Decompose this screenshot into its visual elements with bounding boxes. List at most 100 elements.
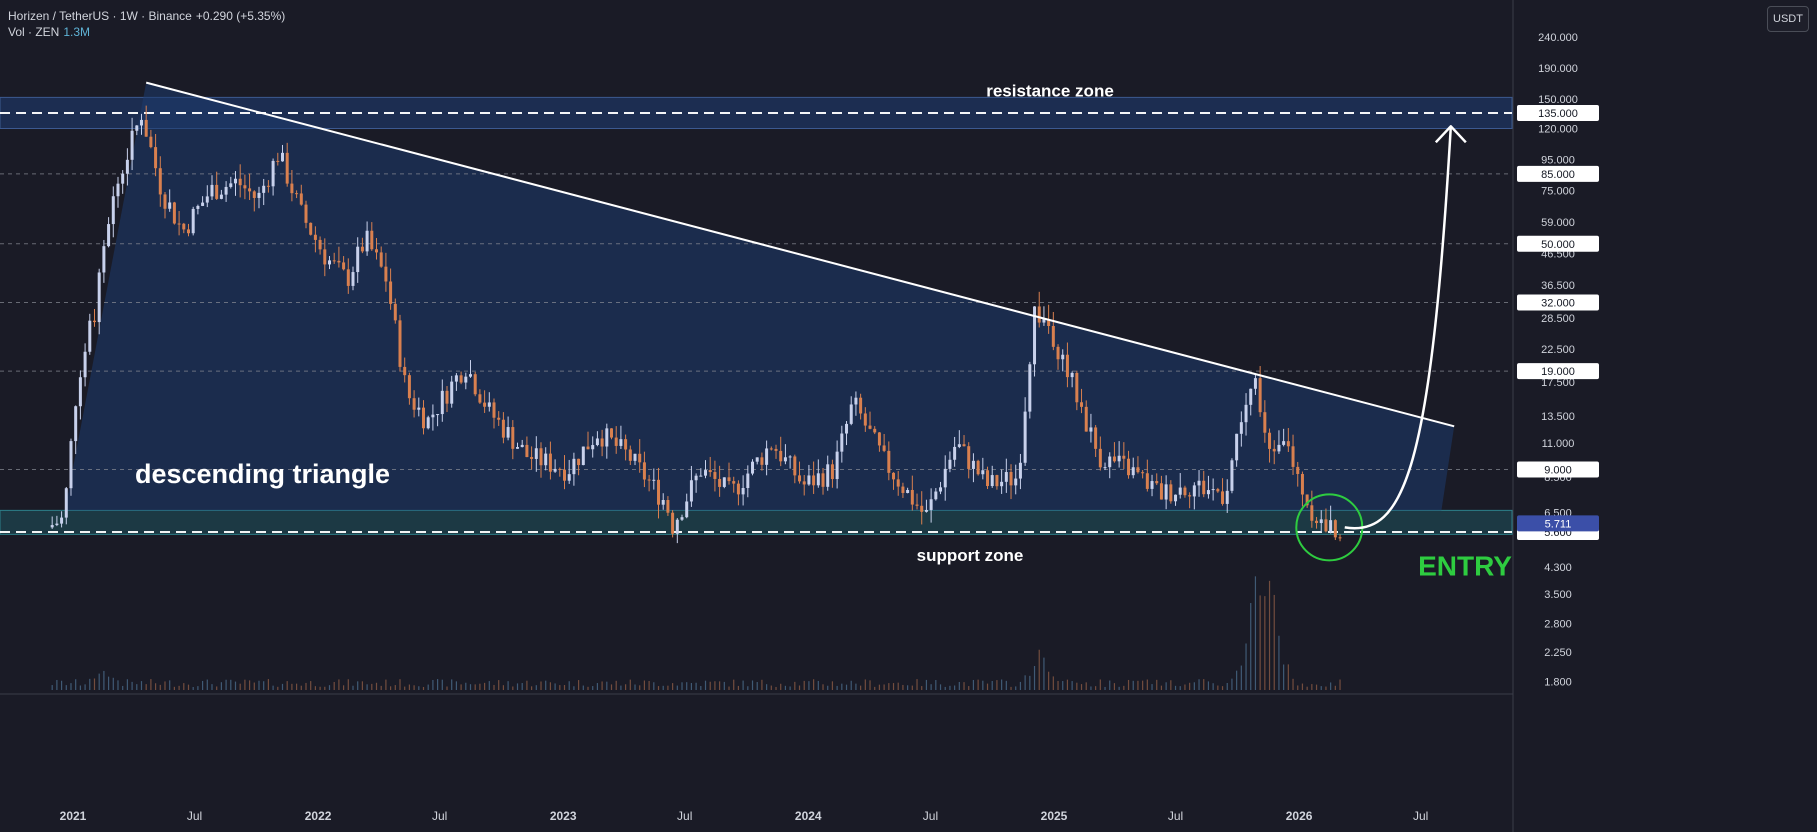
candle-body-172 — [859, 397, 863, 414]
time-tick-label: Jul — [677, 809, 692, 823]
candle-body-230 — [1131, 467, 1135, 476]
descending-trendline — [145, 81, 1455, 428]
price-tick-label: 22.500 — [1541, 344, 1575, 356]
price-tick-label: 120.000 — [1538, 124, 1578, 136]
candle-body-14 — [116, 183, 120, 197]
candle-body-38 — [229, 183, 233, 187]
candle-body-125 — [638, 453, 642, 463]
candle-body-219 — [1080, 402, 1084, 407]
candle-body-220 — [1084, 406, 1088, 432]
candle-body-34 — [210, 184, 214, 197]
candle-body-31 — [196, 205, 200, 209]
candle-body-161 — [807, 475, 811, 485]
candle-body-39 — [233, 178, 237, 184]
candle-body-99 — [516, 447, 520, 449]
candle-body-88 — [464, 376, 468, 383]
candle-body-187 — [929, 499, 933, 510]
candle-body-165 — [826, 464, 830, 487]
candle-body-40 — [238, 178, 242, 186]
candle-body-271 — [1324, 519, 1328, 532]
candle-body-259 — [1268, 432, 1272, 449]
candle-body-225 — [1108, 456, 1112, 468]
candle-body-147 — [741, 488, 745, 495]
price-tick-label: 36.500 — [1541, 280, 1575, 292]
candle-body-115 — [591, 445, 595, 450]
price-tick-label: 4.300 — [1544, 562, 1572, 574]
candle-body-131 — [666, 499, 670, 513]
candle-body-175 — [873, 428, 877, 433]
candle-body-254 — [1244, 404, 1248, 423]
candle-body-235 — [1155, 481, 1159, 484]
candle-body-236 — [1159, 483, 1163, 500]
candle-body-237 — [1164, 484, 1168, 500]
price-tick-label: 3.500 — [1544, 589, 1572, 601]
candle-body-133 — [675, 519, 679, 534]
candle-body-43 — [252, 191, 256, 198]
candle-body-146 — [736, 483, 740, 495]
candle-body-151 — [760, 457, 764, 465]
candle-body-201 — [995, 475, 999, 487]
volume-layer — [51, 576, 1341, 690]
candle-body-167 — [835, 451, 839, 480]
candle-body-112 — [577, 458, 581, 466]
level-price-box — [1517, 235, 1599, 252]
volume-label[interactable]: Vol · ZEN — [8, 25, 60, 39]
candle-body-55 — [309, 222, 313, 235]
candle-body-184 — [915, 504, 919, 506]
candle-body-139 — [704, 470, 708, 476]
candle-body-213 — [1051, 326, 1055, 347]
price-tick-label: 2.800 — [1544, 618, 1572, 630]
price-tick-label: 17.500 — [1541, 377, 1575, 389]
time-tick-label: Jul — [187, 809, 202, 823]
candle-body-84 — [445, 390, 449, 404]
candle-body-181 — [901, 486, 905, 493]
candle-body-10 — [97, 272, 101, 323]
candle-body-257 — [1258, 378, 1262, 413]
candle-body-194 — [962, 444, 966, 447]
time-tick-label: Jul — [432, 809, 447, 823]
candle-body-217 — [1070, 372, 1074, 378]
symbol-title[interactable]: Horizen / TetherUS · 1W · Binance — [8, 9, 192, 23]
candle-body-159 — [798, 475, 802, 482]
candle-body-64 — [351, 272, 355, 286]
time-tick-label: 2023 — [550, 809, 577, 823]
candle-body-245 — [1202, 480, 1206, 495]
candle-body-192 — [953, 446, 957, 460]
levels-layer — [0, 112, 1512, 533]
candle-body-79 — [422, 407, 426, 429]
candle-body-169 — [845, 423, 849, 434]
currency-button[interactable]: USDT — [1767, 6, 1809, 32]
candle-body-162 — [812, 475, 816, 486]
time-tick-label: Jul — [923, 809, 938, 823]
candle-body-256 — [1253, 378, 1257, 389]
candle-body-224 — [1103, 467, 1107, 469]
candle-body-265 — [1296, 466, 1300, 474]
candle-body-46 — [266, 185, 270, 187]
price-tick-label: 150.000 — [1538, 94, 1578, 106]
candle-body-214 — [1056, 346, 1060, 360]
candle-body-198 — [981, 470, 985, 475]
candle-body-48 — [276, 160, 280, 162]
candle-body-253 — [1239, 422, 1243, 434]
candle-body-156 — [783, 457, 787, 462]
candle-body-30 — [191, 208, 195, 234]
candle-body-203 — [1004, 472, 1008, 482]
time-tick-label: 2021 — [60, 809, 87, 823]
candle-body-250 — [1225, 490, 1229, 504]
level-price-label: 85.000 — [1541, 169, 1575, 181]
candle-body-166 — [830, 464, 834, 480]
candle-body-176 — [877, 432, 881, 446]
candle-body-80 — [426, 417, 430, 429]
candle-body-89 — [469, 374, 473, 377]
level-price-label: 135.000 — [1538, 108, 1578, 120]
candle-body-21 — [149, 136, 153, 148]
candle-body-114 — [586, 446, 590, 450]
candle-body-239 — [1174, 494, 1178, 502]
candle-body-157 — [788, 456, 792, 458]
candle-body-122 — [624, 439, 628, 450]
candle-body-142 — [718, 478, 722, 487]
candle-body-202 — [1000, 481, 1004, 487]
candle-body-255 — [1249, 388, 1253, 405]
candle-body-145 — [732, 481, 736, 484]
